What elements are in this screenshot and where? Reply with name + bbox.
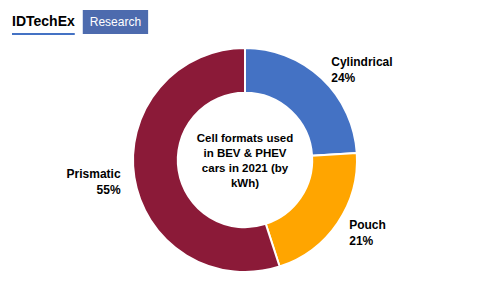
center-title-line: in BEV & PHEV: [203, 147, 286, 159]
slice-label: Prismatic 55%: [67, 167, 121, 197]
slice-category: Cylindrical: [331, 55, 392, 69]
center-title-line: cars in 2021 (by: [202, 162, 289, 174]
chart: Cell formats used in BEV & PHEV cars in 20…: [0, 0, 499, 300]
slice-value: 55%: [97, 183, 121, 197]
slice-category: Pouch: [349, 218, 386, 232]
logo-text: IDTechEx: [12, 13, 75, 29]
logo-underline: [12, 33, 75, 35]
slice-label: Pouch 21%: [349, 218, 386, 248]
logo: IDTechEx Research: [12, 10, 148, 34]
slice-value: 21%: [349, 234, 373, 248]
slice-value: 24%: [331, 71, 355, 85]
slice-label: Cylindrical 24%: [331, 55, 392, 85]
center-title: Cell formats used in BEV & PHEV cars in 20…: [197, 132, 294, 189]
center-title-line: Cell formats used: [197, 132, 294, 144]
slice-category: Prismatic: [67, 167, 121, 181]
slice: [133, 48, 280, 272]
donut: Cell formats used in BEV & PHEV cars in 20…: [67, 48, 393, 272]
logo-box-text: Research: [90, 15, 141, 29]
logo-box: [83, 10, 148, 34]
center-title-line: kWh): [231, 177, 259, 189]
